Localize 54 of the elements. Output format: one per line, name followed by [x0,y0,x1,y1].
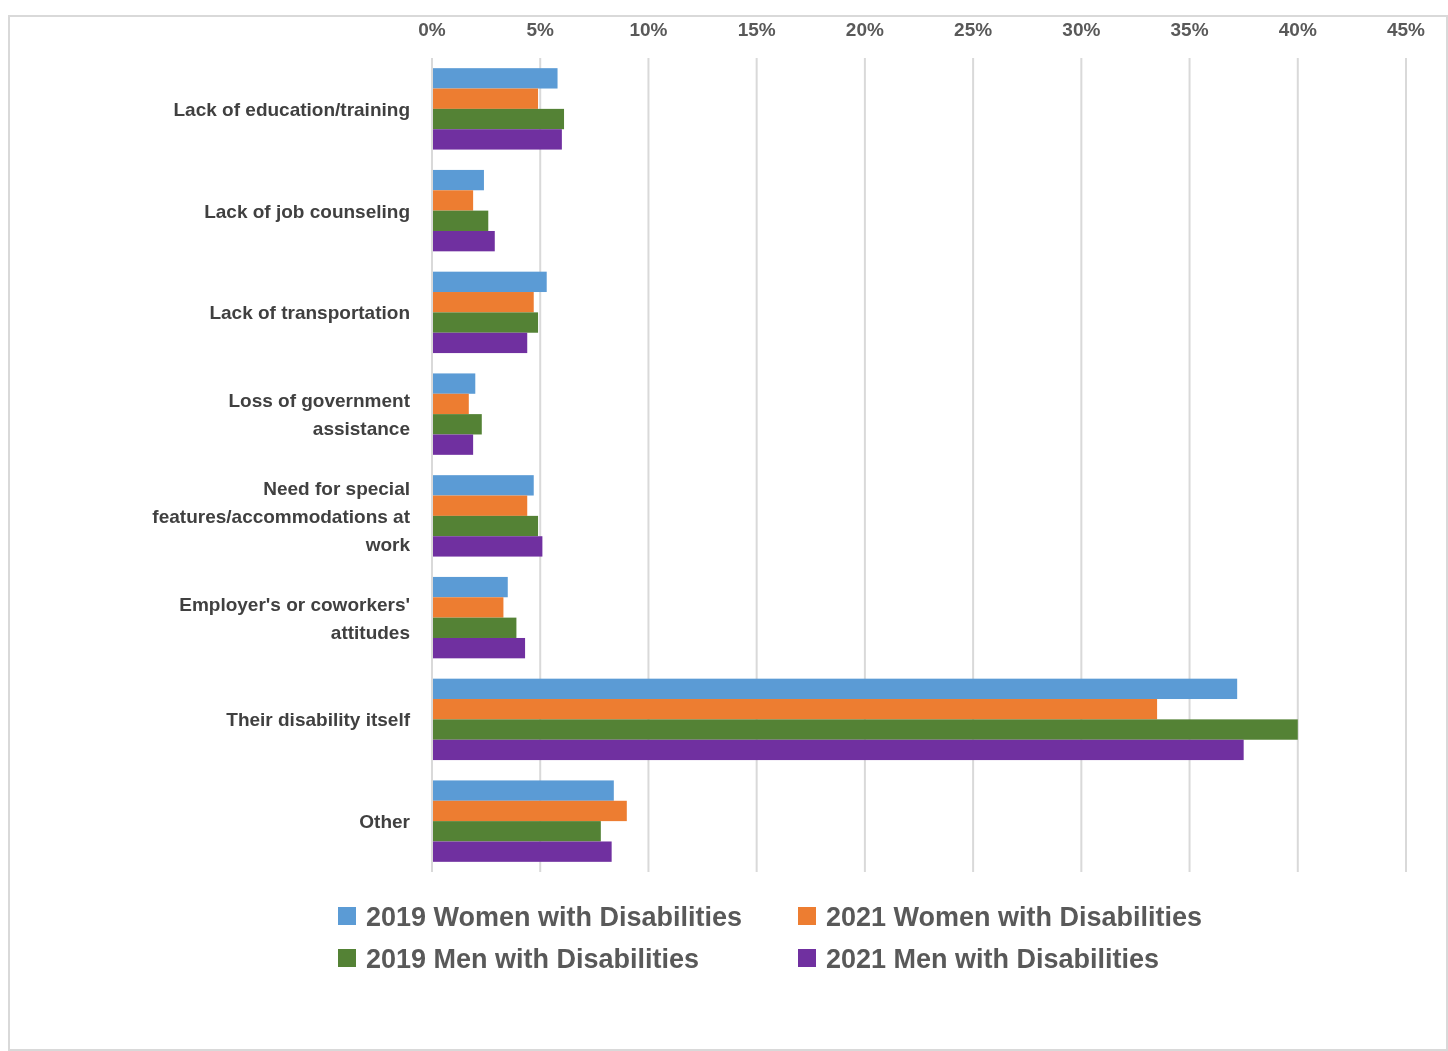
legend-label: 2021 Men with Disabilities [826,944,1160,974]
bar [432,230,495,252]
bar [432,68,558,89]
bar [432,312,539,333]
bar [432,169,484,191]
y-tick-label: Lack of job counseling [204,200,410,222]
bar [432,393,469,415]
x-tick-label: 15% [737,19,776,40]
bar [432,739,1244,761]
bar [432,515,539,537]
x-tick-label: 0% [418,19,446,40]
bar [432,292,534,313]
x-tick-label: 40% [1278,19,1317,40]
y-tick-label: Employer's or coworkers' attitudes [179,593,410,643]
bar [432,637,526,659]
legend-label: 2019 Men with Disabilities [366,944,700,974]
x-tick-label: 35% [1170,19,1209,40]
x-tick-label: 25% [954,19,993,40]
bar [432,88,539,109]
x-tick-label: 5% [526,19,555,40]
y-tick-label: Need for special features/accommodations at work [152,477,411,555]
bar [432,332,528,354]
y-tick-label: Lack of transportation [209,302,410,324]
x-tick-label: 20% [845,19,885,40]
y-tick-label: Lack of education/training [173,98,410,120]
bar [432,780,614,801]
bar [432,678,1238,700]
bar [432,475,534,496]
bar [432,190,474,211]
legend-label: 2019 Women with Disabilities [366,902,743,932]
y-tick-label: Their disability itself [226,709,411,731]
x-tick-label: 10% [629,19,668,40]
bar [432,434,474,455]
bar [432,271,547,293]
x-tick-label: 45% [1386,19,1426,40]
bar [432,536,543,557]
bar [432,210,489,231]
y-tick-label: Other [359,811,411,833]
y-tick-label: Loss of government assistance [228,390,411,440]
bar [432,129,562,150]
x-tick-label: 30% [1062,19,1101,40]
bar [432,108,565,130]
bar [432,699,1158,720]
bar [432,576,508,598]
bar [432,719,1298,740]
bar [432,841,612,862]
bar [432,414,482,435]
legend-label: 2021 Women with Disabilities [826,902,1203,932]
bar [432,617,517,638]
bar [432,373,476,394]
bar [432,597,504,618]
bar [432,495,528,516]
bar [432,800,627,822]
bar [432,821,601,842]
